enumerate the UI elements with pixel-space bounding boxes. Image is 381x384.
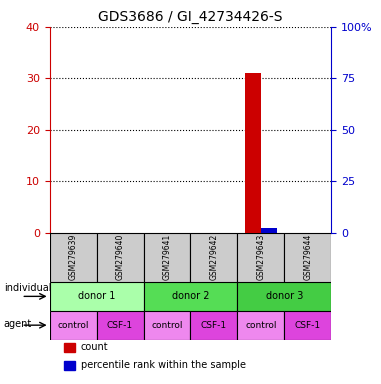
- FancyBboxPatch shape: [237, 233, 285, 282]
- Text: donor 1: donor 1: [78, 291, 115, 301]
- Text: GSM279643: GSM279643: [256, 234, 266, 280]
- FancyBboxPatch shape: [237, 311, 285, 339]
- Text: GSM279644: GSM279644: [304, 234, 312, 280]
- Bar: [64, 343, 75, 352]
- Text: GSM279640: GSM279640: [115, 234, 125, 280]
- FancyBboxPatch shape: [144, 282, 237, 311]
- FancyBboxPatch shape: [144, 311, 190, 339]
- Text: GSM279642: GSM279642: [210, 234, 218, 280]
- Text: CSF-1: CSF-1: [295, 321, 321, 330]
- FancyBboxPatch shape: [285, 233, 331, 282]
- Bar: [245, 73, 261, 233]
- FancyBboxPatch shape: [96, 233, 144, 282]
- FancyBboxPatch shape: [190, 233, 237, 282]
- Text: donor 2: donor 2: [172, 291, 209, 301]
- Bar: [261, 228, 277, 233]
- FancyBboxPatch shape: [50, 233, 96, 282]
- Text: donor 3: donor 3: [266, 291, 303, 301]
- FancyBboxPatch shape: [190, 311, 237, 339]
- FancyBboxPatch shape: [50, 282, 144, 311]
- FancyBboxPatch shape: [50, 311, 96, 339]
- Text: control: control: [57, 321, 89, 330]
- Text: agent: agent: [4, 319, 32, 329]
- Text: GSM279641: GSM279641: [163, 234, 171, 280]
- Bar: [64, 361, 75, 370]
- Text: GSM279639: GSM279639: [69, 234, 77, 280]
- Text: CSF-1: CSF-1: [201, 321, 227, 330]
- FancyBboxPatch shape: [237, 282, 331, 311]
- Text: count: count: [80, 342, 108, 352]
- Title: GDS3686 / GI_42734426-S: GDS3686 / GI_42734426-S: [98, 10, 283, 25]
- Text: individual: individual: [4, 283, 51, 293]
- Text: CSF-1: CSF-1: [107, 321, 133, 330]
- FancyBboxPatch shape: [96, 311, 144, 339]
- Text: control: control: [245, 321, 277, 330]
- Text: control: control: [151, 321, 183, 330]
- Text: percentile rank within the sample: percentile rank within the sample: [80, 360, 245, 370]
- FancyBboxPatch shape: [285, 311, 331, 339]
- FancyBboxPatch shape: [144, 233, 190, 282]
